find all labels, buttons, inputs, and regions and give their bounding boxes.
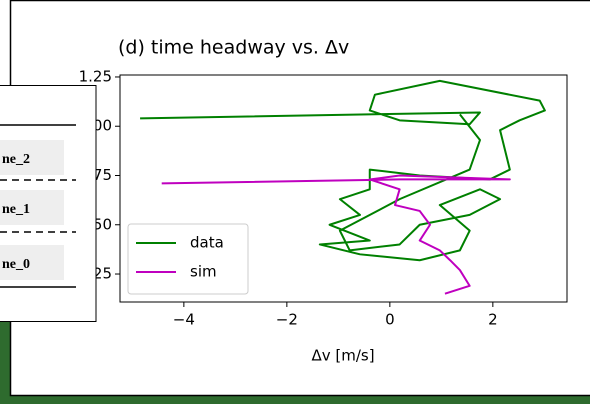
row-box <box>0 190 64 225</box>
x-tick-label: 0 <box>385 311 395 329</box>
axes-frame <box>119 74 568 303</box>
row-label: ne_2 <box>2 152 30 167</box>
back-window <box>0 322 11 404</box>
row-box <box>0 245 64 280</box>
row-label: ne_1 <box>2 202 30 217</box>
legend-label: sim <box>190 263 217 281</box>
row-box <box>0 140 64 175</box>
x-tick-label: −4 <box>173 311 195 329</box>
y-tick-label: 1.25 <box>79 67 112 85</box>
series-line <box>161 174 511 295</box>
row-label: ne_0 <box>2 257 30 272</box>
x-tick-label: −2 <box>276 311 298 329</box>
legend-box <box>127 223 249 295</box>
back-window-bottom <box>0 396 590 404</box>
chart-title: (d) time headway vs. Δv <box>118 37 349 59</box>
x-axis-label: Δv [m/s] <box>311 347 374 365</box>
legend-label: data <box>190 234 224 252</box>
x-tick-label: 2 <box>488 311 498 329</box>
series-line <box>140 79 546 262</box>
overlay-window: ne_2 ne_1 ne_0 <box>0 85 97 322</box>
